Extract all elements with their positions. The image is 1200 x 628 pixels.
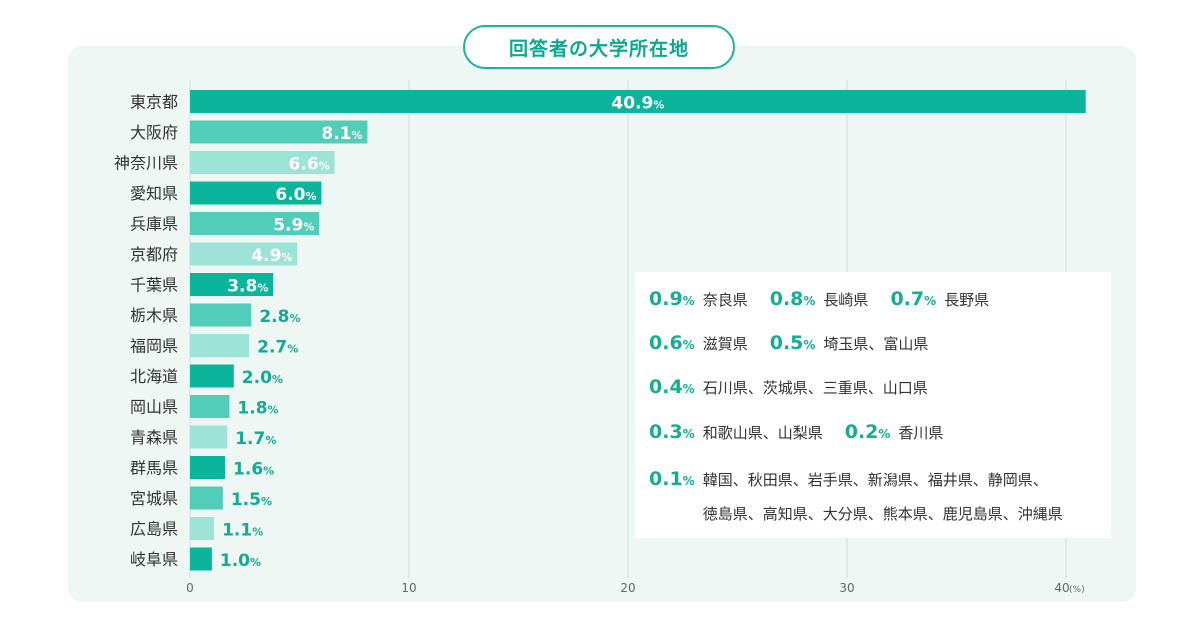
percent-value: 0.8	[769, 288, 804, 310]
category-label: 岡山県	[130, 398, 178, 417]
data-label: 1.5%	[231, 490, 272, 510]
category-label: 福岡県	[130, 337, 178, 356]
category-label: 千葉県	[130, 276, 178, 295]
others-row: 0.4% 石川県、茨城県、三重県、山口県	[649, 376, 950, 398]
percent-unit: %	[803, 294, 816, 308]
others-row: 0.1% 韓国、秋田県、岩手県、新潟県、福井県、静岡県、 徳島県、高知県、大分県、熊…	[649, 464, 1085, 531]
others-group: 0.5% 埼玉県、富山県	[770, 332, 929, 354]
others-group: 0.4% 石川県、茨城県、三重県、山口県	[649, 376, 928, 398]
data-label: 40.9%	[611, 94, 664, 114]
data-label: 2.8%	[259, 307, 300, 327]
x-tick-label: 20	[620, 581, 635, 595]
others-group: 0.2% 香川県	[845, 421, 944, 443]
percent-value: 0.6	[649, 332, 683, 354]
data-label: 1.8%	[237, 399, 278, 419]
data-label: 2.0%	[242, 368, 283, 388]
x-tick-label: 30	[839, 581, 854, 595]
data-label: 1.1%	[222, 521, 263, 541]
category-label: 青森県	[130, 428, 178, 447]
prefecture-list: 長野県	[944, 291, 990, 309]
bar	[190, 486, 223, 510]
others-row: 0.6% 滋賀県 0.5% 埼玉県、富山県	[649, 332, 950, 354]
data-label: 1.6%	[233, 460, 274, 480]
prefecture-list: 香川県	[898, 424, 944, 442]
data-label: 8.1%	[321, 124, 362, 144]
bar	[190, 364, 234, 388]
data-label: 6.0%	[275, 185, 316, 205]
percent-unit: %	[878, 427, 891, 441]
others-group: 0.9% 奈良県	[649, 288, 748, 310]
bar	[190, 395, 230, 418]
percent-value: 0.9	[649, 288, 683, 310]
prefecture-list: 長崎県	[823, 291, 869, 309]
prefecture-list: 和歌山県、山梨県	[702, 424, 823, 442]
data-label: 4.9%	[251, 246, 292, 266]
x-tick-label: 10	[401, 581, 416, 595]
bar	[190, 334, 250, 357]
bar	[190, 456, 226, 479]
bar	[190, 303, 252, 327]
prefecture-list: 石川県、茨城県、三重県、山口県	[702, 379, 928, 397]
others-row: 0.3% 和歌山県、山梨県 0.2% 香川県	[649, 421, 965, 443]
others-group: 0.1% 韓国、秋田県、岩手県、新潟県、福井県、静岡県、 徳島県、高知県、大分県、熊…	[649, 464, 1063, 531]
data-label: 1.7%	[235, 429, 276, 449]
percent-value: 0.3	[649, 421, 683, 443]
prefecture-list: 韓国、秋田県、岩手県、新潟県、福井県、静岡県、	[702, 471, 1048, 489]
data-label: 5.9%	[273, 216, 314, 236]
x-unit-label: (%)	[1069, 585, 1085, 595]
others-row: 0.9% 奈良県 0.8% 長崎県 0.7% 長野県	[649, 288, 1011, 310]
others-group: 0.3% 和歌山県、山梨県	[649, 421, 823, 443]
category-label: 兵庫県	[130, 215, 178, 234]
data-label: 6.6%	[289, 155, 330, 175]
percent-value: 0.4	[649, 376, 683, 398]
category-label: 神奈川県	[114, 154, 178, 173]
others-group: 0.8% 長崎県	[770, 288, 869, 310]
prefecture-list: 埼玉県、富山県	[823, 335, 929, 353]
percent-value: 0.5	[769, 332, 804, 354]
percent-unit: %	[682, 294, 695, 308]
percent-unit: %	[682, 382, 695, 396]
percent-unit: %	[682, 474, 695, 488]
prefecture-list: 奈良県	[702, 291, 748, 309]
prefecture-list: 滋賀県	[702, 335, 748, 353]
bar	[190, 517, 215, 540]
percent-unit: %	[924, 294, 937, 308]
category-label: 京都府	[130, 245, 178, 264]
prefecture-list: 徳島県、高知県、大分県、熊本県、鹿児島県、沖縄県	[702, 505, 1063, 523]
percent-value: 0.1	[649, 468, 683, 490]
category-label: 愛知県	[130, 184, 178, 203]
category-label: 宮城県	[130, 489, 178, 508]
category-label: 広島県	[130, 520, 178, 539]
bar	[190, 547, 212, 571]
percent-unit: %	[803, 338, 816, 352]
bar	[190, 151, 335, 174]
data-label: 3.8%	[227, 277, 268, 297]
bar	[190, 273, 274, 296]
category-label: 北海道	[130, 367, 178, 386]
category-label: 栃木県	[130, 306, 178, 325]
x-tick-label: 40	[1054, 581, 1069, 595]
bar	[190, 425, 228, 449]
bar	[190, 242, 298, 266]
category-label: 群馬県	[130, 459, 178, 478]
percent-value: 0.2	[844, 421, 879, 443]
percent-value: 0.7	[890, 288, 925, 310]
x-tick-label: 0	[186, 581, 194, 595]
category-label: 東京都	[130, 93, 178, 112]
percent-unit: %	[682, 427, 695, 441]
category-label: 大阪府	[130, 123, 178, 142]
category-label: 岐阜県	[130, 550, 178, 569]
bar	[190, 181, 322, 205]
data-label: 1.0%	[220, 551, 261, 571]
others-group: 0.6% 滋賀県	[649, 332, 748, 354]
bar	[190, 212, 320, 235]
data-label: 2.7%	[257, 338, 298, 358]
bar	[190, 90, 1086, 113]
others-group: 0.7% 長野県	[890, 288, 989, 310]
percent-unit: %	[682, 338, 695, 352]
bar	[190, 120, 368, 144]
other-prefectures-box: 0.9% 奈良県 0.8% 長崎県 0.7% 長野県 0.6% 滋賀県 0.5% 埼玉県、…	[635, 272, 1111, 538]
chart-title: 回答者の大学所在地	[463, 25, 735, 69]
